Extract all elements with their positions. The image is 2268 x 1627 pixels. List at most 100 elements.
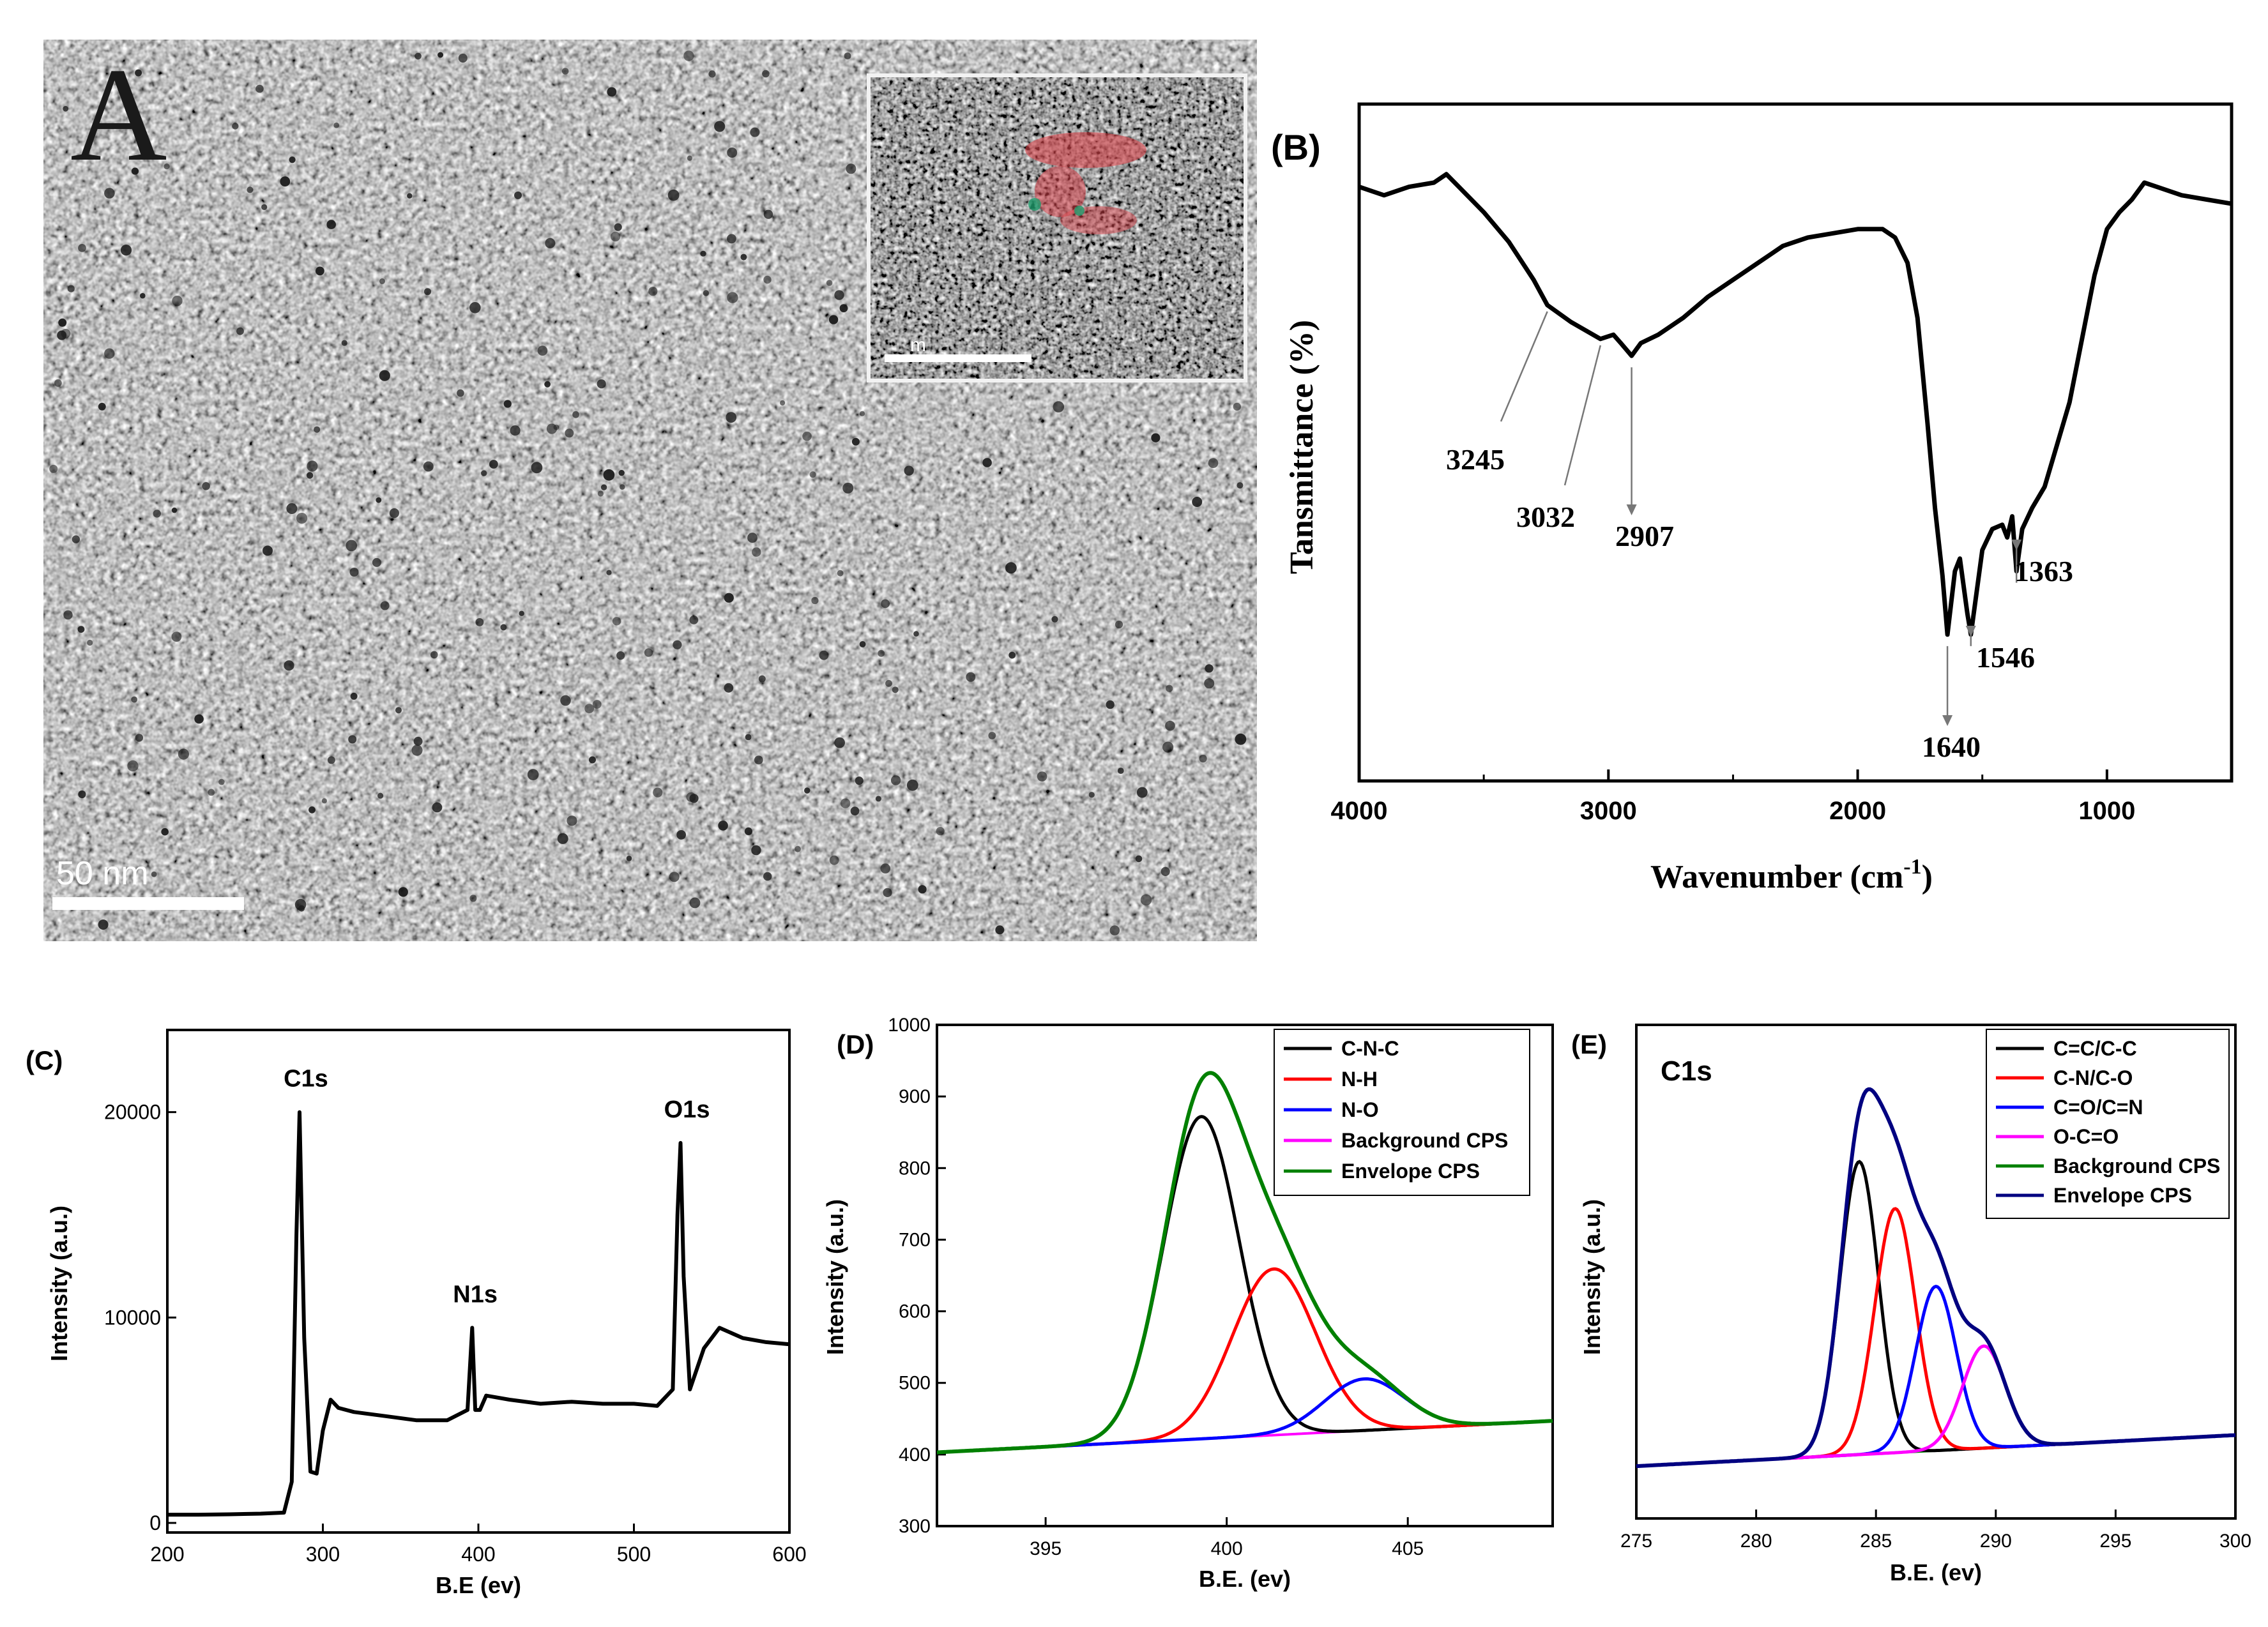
nanoparticle-dot	[545, 238, 556, 248]
nanoparticle-dot	[1037, 771, 1047, 782]
nanoparticle-dot	[307, 460, 318, 472]
nanoparticle-dot	[747, 533, 757, 543]
nanoparticle-dot	[286, 503, 298, 514]
nanoparticle-dot	[380, 601, 390, 610]
c1s-legend-label: C-N/C-O	[2053, 1066, 2133, 1089]
nanoparticle-dot	[424, 288, 431, 296]
nanoparticle-dot	[1136, 787, 1148, 798]
nanoparticle-dot	[58, 318, 67, 327]
nanoparticle-dot	[1233, 402, 1242, 411]
nanoparticle-dot	[703, 290, 710, 296]
nanoparticle-dot	[135, 734, 144, 742]
nanoparticle-dots	[49, 50, 1247, 935]
nanoparticle-dot	[859, 411, 865, 416]
nanoparticle-dot	[289, 156, 296, 163]
ftir-peak-annotations: 3245 3032 2907 1640 1546 1363	[1446, 311, 2073, 763]
nanoparticle-dot	[469, 895, 477, 902]
n1s-legend-box	[1274, 1029, 1530, 1196]
panel-e-label: (E)	[1571, 1029, 1607, 1059]
nanoparticle-dot	[135, 69, 142, 77]
nanoparticle-dot	[669, 872, 680, 882]
nanoparticle-dot	[208, 789, 215, 796]
nanoparticle-dot	[826, 280, 833, 286]
nanoparticle-dot	[1008, 651, 1016, 659]
nanoparticle-dot	[54, 379, 62, 387]
ftir-peak-label: 3032	[1516, 501, 1575, 533]
survey-y-tick-label: 10000	[104, 1306, 161, 1329]
nanoparticle-dot	[744, 827, 752, 835]
inset-border	[867, 73, 1247, 382]
nanoparticle-dot	[63, 105, 69, 112]
nanoparticle-dot	[389, 508, 400, 518]
survey-spectrum-line	[167, 1110, 790, 1517]
nanoparticle-dot	[263, 545, 273, 556]
inset-lattice-highlight	[1035, 166, 1086, 217]
ftir-spectrum-line	[1358, 172, 2232, 637]
nanoparticle-dot	[61, 329, 71, 338]
nanoparticle-dot	[280, 176, 291, 187]
ftir-plot-frame	[1357, 102, 2234, 783]
n1s-x-axis-title: B.E. (ev)	[1199, 1566, 1291, 1592]
nanoparticle-dot	[1106, 700, 1115, 709]
c1s-legend-label: Background CPS	[2053, 1154, 2220, 1177]
nanoparticle-dot	[1109, 925, 1120, 935]
nanoparticle-dot	[1135, 855, 1143, 863]
ftir-x-tick-label: 2000	[1829, 797, 1886, 825]
n1s-y-tick-label: 700	[899, 1229, 931, 1250]
ftir-x-ticks: 4000 3000 2000 1000	[1331, 769, 2135, 825]
panel-b-label: (B)	[1271, 127, 1321, 167]
nanoparticle-dot	[348, 735, 357, 744]
survey-peak-label: O1s	[664, 1096, 710, 1123]
survey-x-axis-title: B.E (ev)	[436, 1572, 521, 1598]
n1s-y-tick-label: 1000	[888, 1015, 931, 1036]
survey-y-axis-title: Intensity (a.u.)	[46, 1206, 72, 1361]
nanoparticle-dot	[407, 193, 413, 199]
nanoparticle-dot	[1088, 792, 1095, 798]
nanoparticle-dot	[811, 596, 819, 605]
nanoparticle-dot	[333, 122, 340, 128]
nanoparticle-dot	[423, 461, 434, 472]
nanoparticle-dot	[306, 472, 314, 479]
survey-x-tick-label: 400	[461, 1543, 495, 1566]
c1s-plot-frame	[1635, 1024, 2237, 1520]
panel-d-n1s-chart: (D) 395 400 405 300 400 500 600 700 800 900 1000 C…	[822, 1015, 1554, 1592]
tem-inset: m	[867, 73, 1247, 382]
nanoparticle-dot	[326, 220, 336, 229]
panel-a-label: A	[70, 41, 167, 189]
nanoparticle-dot	[881, 599, 890, 609]
n1s-legend-label: N-O	[1341, 1098, 1379, 1121]
nanoparticle-dot	[161, 828, 169, 836]
nanoparticle-dot	[606, 570, 612, 575]
nanoparticle-dot	[131, 696, 138, 703]
c1s-x-tick-label: 275	[1620, 1531, 1652, 1552]
nanoparticle-dot	[379, 278, 385, 284]
nanoparticle-dot	[151, 871, 157, 877]
nanoparticle-dot	[597, 379, 606, 389]
nanoparticle-dot	[296, 513, 308, 524]
nanoparticle-dot	[906, 779, 918, 791]
nanoparticle-dot	[432, 802, 443, 813]
nanoparticle-dot	[751, 845, 761, 856]
c1s-legend-box	[1986, 1029, 2230, 1219]
inset-lattice-highlight	[1025, 132, 1146, 168]
nanoparticle-dot	[1199, 754, 1207, 763]
nanoparticle-dot	[828, 315, 839, 324]
nanoparticle-dot	[592, 700, 602, 709]
nanoparticle-dot	[398, 887, 408, 897]
n1s-y-tick-label: 500	[899, 1373, 931, 1394]
c1s-legend-label: O-C=O	[2053, 1125, 2119, 1148]
nanoparticle-dot	[202, 482, 210, 490]
nanoparticle-dot	[610, 231, 621, 242]
ftir-x-axis-title-close: )	[1922, 859, 1933, 895]
nanoparticle-dot	[1237, 482, 1244, 489]
nanoparticle-dot	[232, 123, 239, 130]
nanoparticle-dot	[98, 919, 109, 930]
nanoparticle-dot	[131, 167, 139, 175]
nanoparticle-dot	[469, 302, 481, 314]
nanoparticle-dot	[514, 191, 522, 199]
panel-e-c1s-chart: (E) C1s 275 280 285 290 295 300 C=C/C-C C-N/C-…	[1571, 1024, 2251, 1585]
nanoparticle-dot	[795, 845, 801, 852]
n1s-y-tick-label: 300	[899, 1516, 931, 1537]
n1s-x-tick-label: 405	[1392, 1538, 1424, 1559]
nanoparticle-dot	[377, 792, 384, 799]
